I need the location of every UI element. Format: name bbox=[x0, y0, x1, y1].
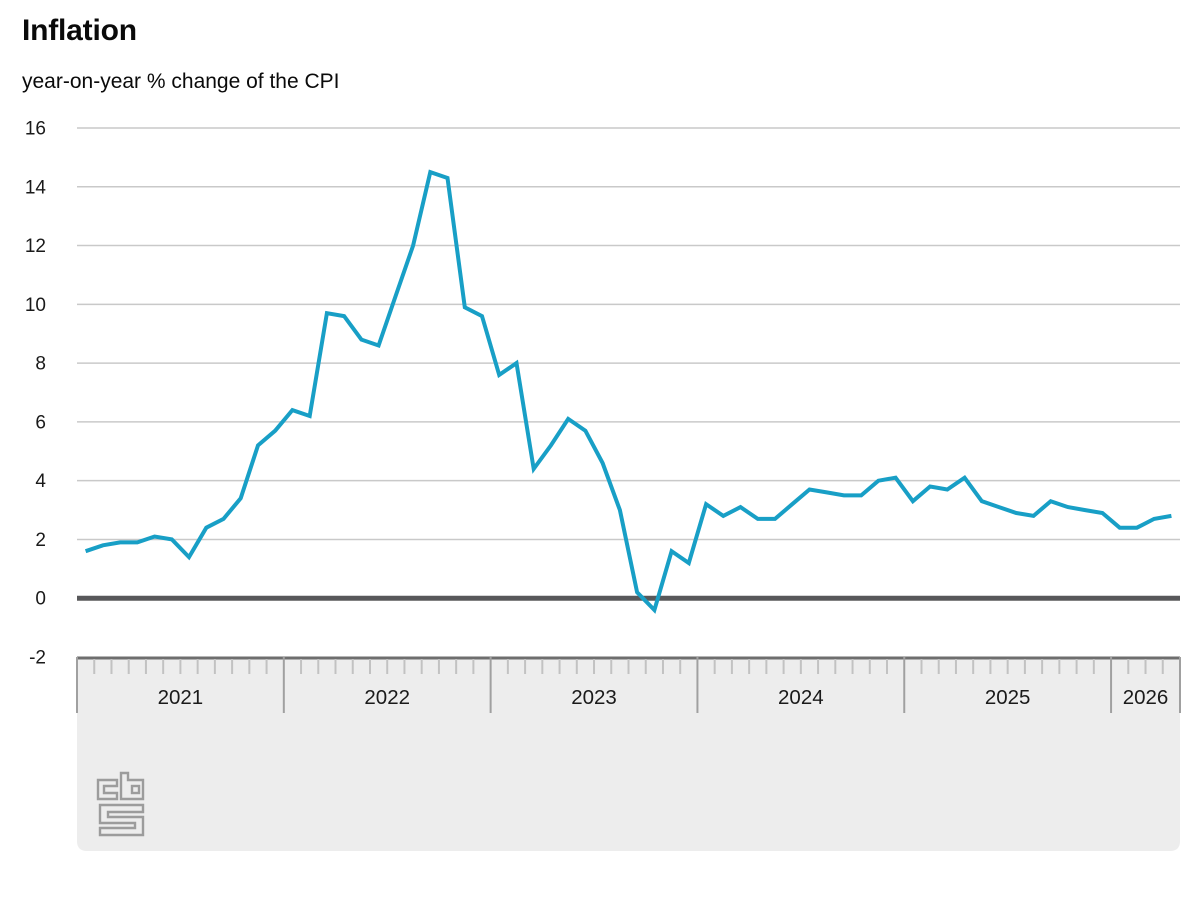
y-axis-label: 10 bbox=[25, 295, 46, 316]
y-axis-label: 4 bbox=[35, 471, 46, 492]
y-axis-label: 12 bbox=[25, 236, 46, 257]
y-axis-label: 16 bbox=[25, 119, 46, 140]
y-axis-label: 8 bbox=[35, 354, 46, 375]
cbs-logo bbox=[96, 771, 145, 837]
year-label: 2025 bbox=[985, 686, 1031, 709]
year-label: 2021 bbox=[158, 686, 204, 709]
year-label: 2024 bbox=[778, 686, 824, 709]
cbs-logo-letter-s bbox=[98, 803, 145, 837]
chart-subtitle: year-on-year % change of the CPI bbox=[22, 70, 340, 93]
year-label: 2022 bbox=[364, 686, 410, 709]
y-axis-label: 6 bbox=[35, 412, 46, 433]
cbs-logo-letter-b-counter bbox=[130, 784, 141, 795]
year-label: 2026 bbox=[1123, 686, 1169, 709]
y-axis-label: 0 bbox=[35, 589, 46, 610]
cbs-logo-letter-c bbox=[96, 778, 119, 801]
y-axis-label: -2 bbox=[29, 648, 46, 669]
cbs-logo-letter-b bbox=[119, 771, 145, 801]
chart-title: Inflation bbox=[22, 14, 137, 47]
y-axis-label: 14 bbox=[25, 177, 47, 198]
cbs-logo-glyphs bbox=[96, 771, 145, 837]
year-label: 2023 bbox=[571, 686, 617, 709]
y-axis-label: 2 bbox=[35, 530, 46, 551]
cpi-line bbox=[84, 169, 1172, 614]
